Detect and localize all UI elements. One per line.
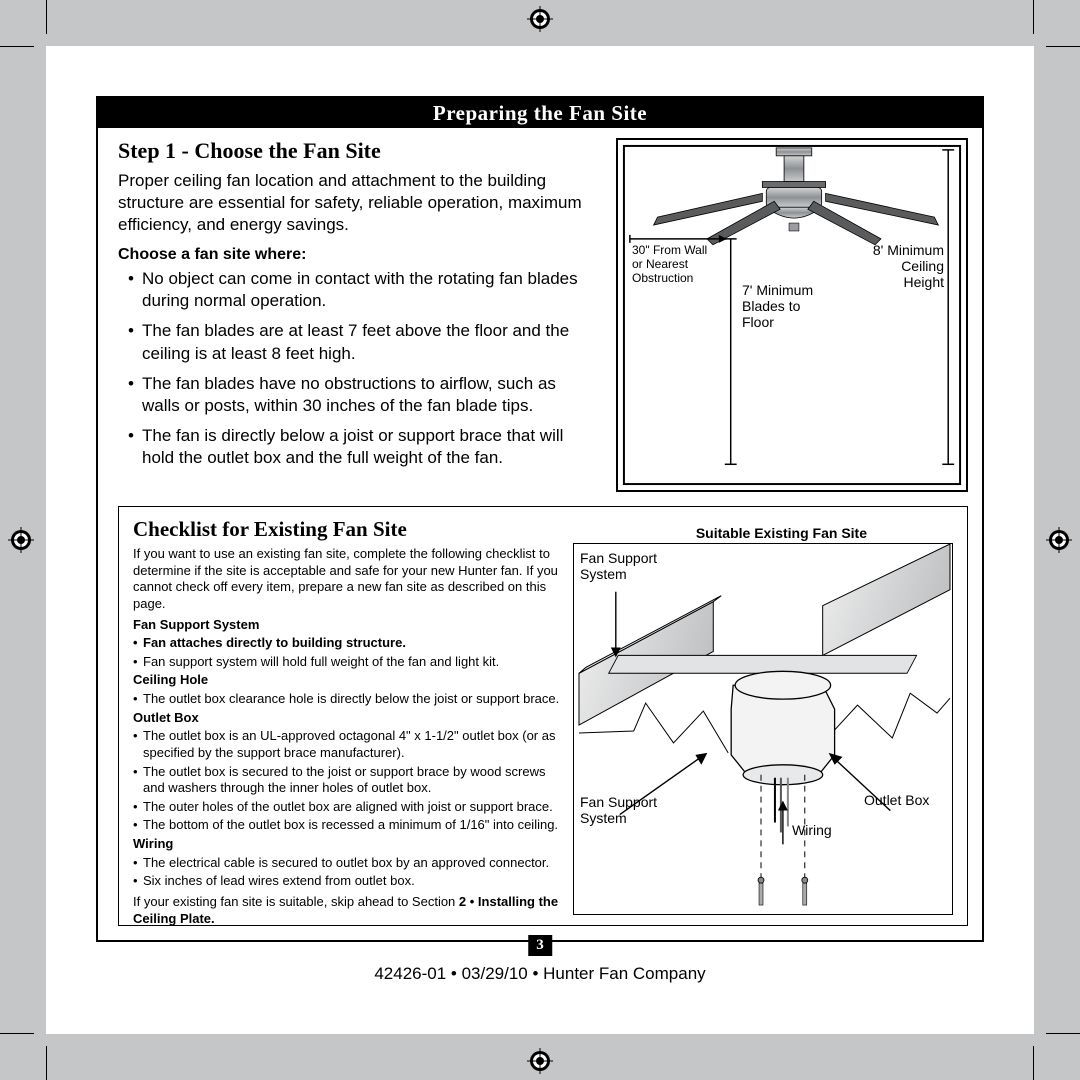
crop-mark	[1033, 1046, 1034, 1080]
checklist-box: Checklist for Existing Fan Site If you w…	[118, 506, 968, 926]
checklist-item: The outlet box is secured to the joist o…	[133, 764, 563, 797]
label-wiring: Wiring	[792, 822, 832, 838]
crop-mark	[46, 1046, 47, 1080]
step1-list: No object can come in contact with the r…	[118, 268, 598, 469]
step1-bullet: The fan is directly below a joist or sup…	[128, 425, 598, 469]
step1-bullet: The fan blades are at least 7 feet above…	[128, 320, 598, 364]
crop-mark	[1046, 46, 1080, 47]
checklist-item: The bottom of the outlet box is recessed…	[133, 817, 563, 834]
footer: 42426-01 • 03/29/10 • Hunter Fan Company	[46, 964, 1034, 984]
step1-subhead: Choose a fan site where:	[118, 246, 598, 264]
checklist-intro: If you want to use an existing fan site,…	[133, 546, 563, 613]
section-title: Preparing the Fan Site	[98, 98, 982, 128]
registration-mark	[527, 6, 553, 32]
step1-heading: Step 1 - Choose the Fan Site	[118, 138, 598, 164]
label-outlet-box: Outlet Box	[864, 792, 929, 808]
label-fss-bottom: Fan Support System	[580, 794, 670, 826]
label-from-wall: 30" From Wall or Nearest Obstruction	[632, 244, 712, 285]
outlet-box-diagram: Fan Support System Fan Support System Wi…	[573, 543, 953, 915]
checklist-heading: Checklist for Existing Fan Site	[133, 517, 563, 542]
crop-mark	[0, 1033, 34, 1034]
diagram2-title: Suitable Existing Fan Site	[696, 525, 867, 541]
page-number: 3	[528, 935, 552, 956]
registration-mark	[527, 1048, 553, 1074]
checklist-sub: Fan Support System	[133, 617, 563, 634]
checklist-item: Fan support system will hold full weight…	[133, 654, 563, 671]
checklist-item: The outlet box clearance hole is directl…	[133, 691, 563, 708]
content-border: Preparing the Fan Site Step 1 - Choose t…	[96, 96, 984, 942]
checklist-text: Checklist for Existing Fan Site If you w…	[133, 517, 563, 931]
checklist-sub: Wiring	[133, 836, 563, 853]
checklist-item: The outer holes of the outlet box are al…	[133, 799, 563, 816]
checklist-item: Six inches of lead wires extend from out…	[133, 873, 563, 890]
label-ceiling-height: 8' Minimum Ceiling Height	[864, 242, 944, 290]
registration-mark	[1046, 527, 1072, 553]
crop-mark	[1046, 1033, 1080, 1034]
checklist-sub: Outlet Box	[133, 710, 563, 727]
checklist-item: Fan attaches directly to building struct…	[133, 635, 563, 652]
label-fss-top: Fan Support System	[580, 550, 670, 582]
checklist-item: The electrical cable is secured to outle…	[133, 855, 563, 872]
clearance-diagram: 30" From Wall or Nearest Obstruction 7' …	[616, 138, 968, 492]
label-blades-floor: 7' Minimum Blades to Floor	[742, 282, 822, 330]
checklist-note: If your existing fan site is suitable, s…	[133, 894, 563, 927]
content-area: Step 1 - Choose the Fan Site Proper ceil…	[112, 138, 968, 926]
step1-bullet: The fan blades have no obstructions to a…	[128, 373, 598, 417]
crop-mark	[1033, 0, 1034, 34]
checklist-sub: Ceiling Hole	[133, 672, 563, 689]
page: Preparing the Fan Site Step 1 - Choose t…	[46, 46, 1034, 1034]
checklist-item: The outlet box is an UL-approved octagon…	[133, 728, 563, 761]
step1-section: Step 1 - Choose the Fan Site Proper ceil…	[118, 138, 598, 477]
step1-intro: Proper ceiling fan location and attachme…	[118, 170, 598, 236]
registration-mark	[8, 527, 34, 553]
crop-mark	[0, 46, 34, 47]
crop-mark	[46, 0, 47, 34]
step1-bullet: No object can come in contact with the r…	[128, 268, 598, 312]
